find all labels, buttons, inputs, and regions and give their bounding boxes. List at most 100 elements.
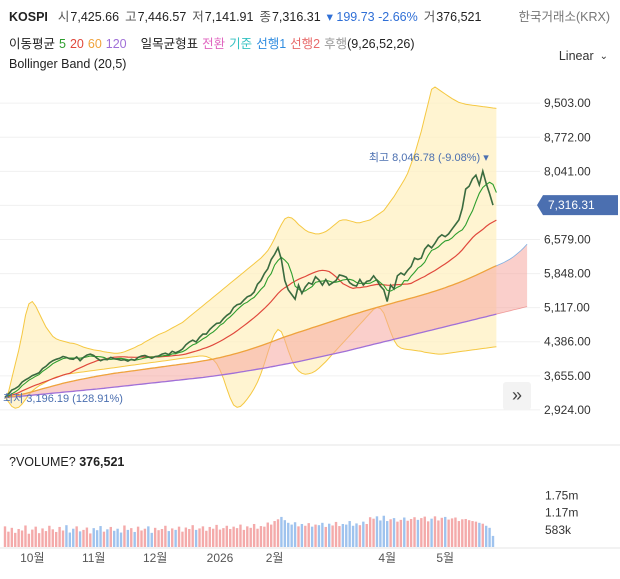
volume-bar [467, 520, 471, 547]
volume-bar [27, 533, 31, 547]
ma-20: 20 [69, 37, 84, 51]
y-tick-label: 2,924.00 [544, 403, 591, 417]
x-tick-label: 2026 [207, 551, 234, 565]
volume-bar [61, 530, 65, 547]
volume-bar [34, 526, 37, 547]
volume-bar [321, 522, 324, 547]
volume-bar [89, 533, 92, 547]
ma-5: 5 [59, 37, 66, 51]
volume-bar [375, 516, 379, 547]
volume-bar [113, 530, 116, 547]
volume-label: 거 [423, 10, 436, 24]
volume-legend: ?VOLUME? 376,521 [9, 455, 124, 469]
volume-bar [317, 525, 321, 547]
bollinger-legend[interactable]: Bollinger Band (20,5) [9, 57, 127, 71]
volume-bar [78, 531, 82, 547]
volume-bar [205, 530, 208, 547]
scale-label: Linear [558, 49, 594, 63]
ichimoku-kijun: 기준 [229, 37, 253, 51]
volume-bar [109, 526, 112, 547]
low-value: 7,141.91 [204, 10, 254, 24]
scale-selector[interactable]: Linear ⌄ [559, 49, 608, 63]
volume-bar [293, 522, 297, 547]
volume-bar [37, 533, 41, 547]
close-label: 종 [259, 10, 271, 24]
volume-bar [345, 524, 348, 547]
y-tick-label: 5,117.00 [544, 301, 590, 315]
volume-bar [211, 528, 215, 547]
x-tick-label: 2월 [266, 551, 284, 565]
volume-bar [471, 521, 474, 547]
high-annotation: 최고 8,046.78 (-9.08%) ▾ [369, 151, 489, 164]
volume-bar [276, 519, 280, 547]
ma-20-line [4, 219, 497, 398]
volume-bar [198, 528, 201, 547]
volume-bar [171, 528, 174, 547]
volume-bar [239, 524, 242, 547]
volume-bar [300, 523, 304, 547]
volume-bar [54, 531, 58, 547]
ma-label[interactable]: 이동평균 [9, 37, 56, 51]
volume-bar [143, 528, 147, 547]
volume-tick-label: 1.75m [545, 488, 578, 502]
volume-bar [464, 518, 467, 547]
high-label: 고 [125, 10, 137, 24]
volume-bar [474, 521, 478, 547]
volume-bar [437, 520, 440, 547]
volume-bar [488, 527, 491, 547]
volume-bar [399, 519, 403, 547]
volume-bar [119, 532, 123, 547]
volume-bar [481, 523, 484, 547]
volume-bar [355, 523, 358, 547]
volume-bar [379, 520, 382, 547]
volume-bar [17, 529, 20, 547]
volume-bar [478, 522, 481, 547]
volume-bar [386, 521, 389, 547]
volume-bar [201, 526, 205, 547]
volume-bar [454, 517, 457, 547]
y-tick-label: 3,655.00 [544, 369, 591, 383]
volume-bar [41, 528, 44, 547]
volume-title: ?VOLUME? [9, 455, 76, 469]
ticker-symbol[interactable]: KOSPI [9, 10, 48, 24]
volume-bar [358, 525, 362, 547]
volume-bar [457, 521, 461, 547]
volume-bar [273, 521, 276, 547]
volume-bar [95, 530, 99, 547]
change-value: ▾ 199.73 -2.66% [326, 10, 418, 24]
y-tick-label: 8,041.00 [544, 164, 591, 178]
volume-bar [430, 518, 433, 547]
y-tick-label: 8,772.00 [544, 130, 591, 144]
double-chevron-right-icon[interactable]: » [503, 382, 531, 410]
chart-header: KOSPI 시7,425.66 고7,446.57 저7,141.91 종7,316.3… [0, 0, 620, 80]
y-tick-label: 5,848.00 [544, 267, 591, 281]
volume-bar [420, 518, 423, 547]
last-price-label: 7,316.31 [548, 198, 595, 212]
volume-bar [423, 516, 426, 547]
volume-bar [338, 526, 341, 547]
volume-bar [307, 523, 310, 547]
volume-bar [392, 518, 396, 547]
x-tick-label: 5월 [436, 551, 454, 565]
volume-bar [65, 525, 68, 547]
volume-bar [116, 528, 119, 547]
volume-bar [157, 530, 160, 547]
bollinger-lower-line [4, 306, 497, 409]
volume-bar [328, 523, 331, 547]
volume-bar [256, 528, 259, 547]
volume-bar [167, 531, 170, 547]
volume-bar [3, 526, 7, 547]
volume-bar [153, 527, 157, 547]
volume-bar [136, 526, 140, 547]
volume-bar [222, 528, 225, 547]
volume-bar [177, 526, 181, 547]
volume-bar [440, 517, 444, 547]
ma-60: 60 [87, 37, 102, 51]
open-label: 시 [57, 10, 70, 24]
volume-bar [403, 517, 406, 547]
volume-bar [334, 521, 338, 547]
volume-bar [188, 529, 191, 547]
ichimoku-label[interactable]: 일목균형표 [140, 37, 199, 51]
volume-bar [389, 519, 392, 547]
